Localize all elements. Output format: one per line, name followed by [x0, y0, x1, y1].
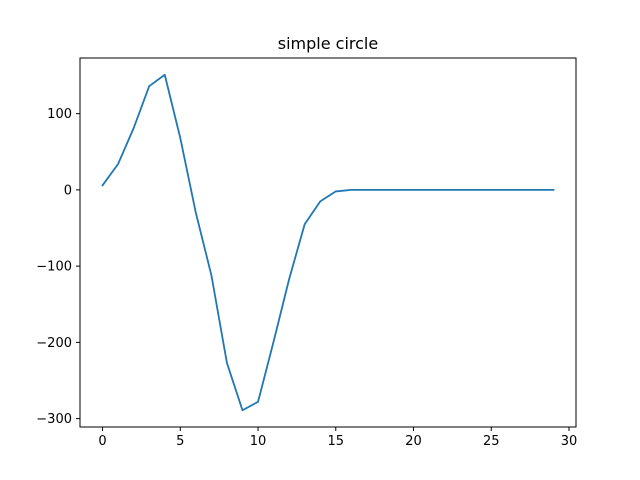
- x-tick-label: 30: [561, 434, 578, 449]
- x-tick-label: 0: [98, 434, 106, 449]
- x-tick-label: 15: [328, 434, 345, 449]
- y-tick-label: 100: [47, 107, 72, 122]
- y-tick-label: −300: [36, 412, 72, 427]
- y-tick-label: −200: [36, 336, 72, 351]
- x-tick-label: 25: [483, 434, 500, 449]
- x-tick-label: 20: [405, 434, 422, 449]
- plot-area: 0 5 10 15 20 25 30 −300 −200 −100 0 100: [36, 57, 578, 449]
- y-tick-label: 0: [64, 183, 72, 198]
- x-tick-label: 5: [176, 434, 184, 449]
- x-tick-label: 10: [250, 434, 267, 449]
- axes-frame: [79, 57, 577, 428]
- chart-title: simple circle: [278, 34, 378, 53]
- y-tick-label: −100: [36, 260, 72, 275]
- series-line-0: [101, 73, 555, 412]
